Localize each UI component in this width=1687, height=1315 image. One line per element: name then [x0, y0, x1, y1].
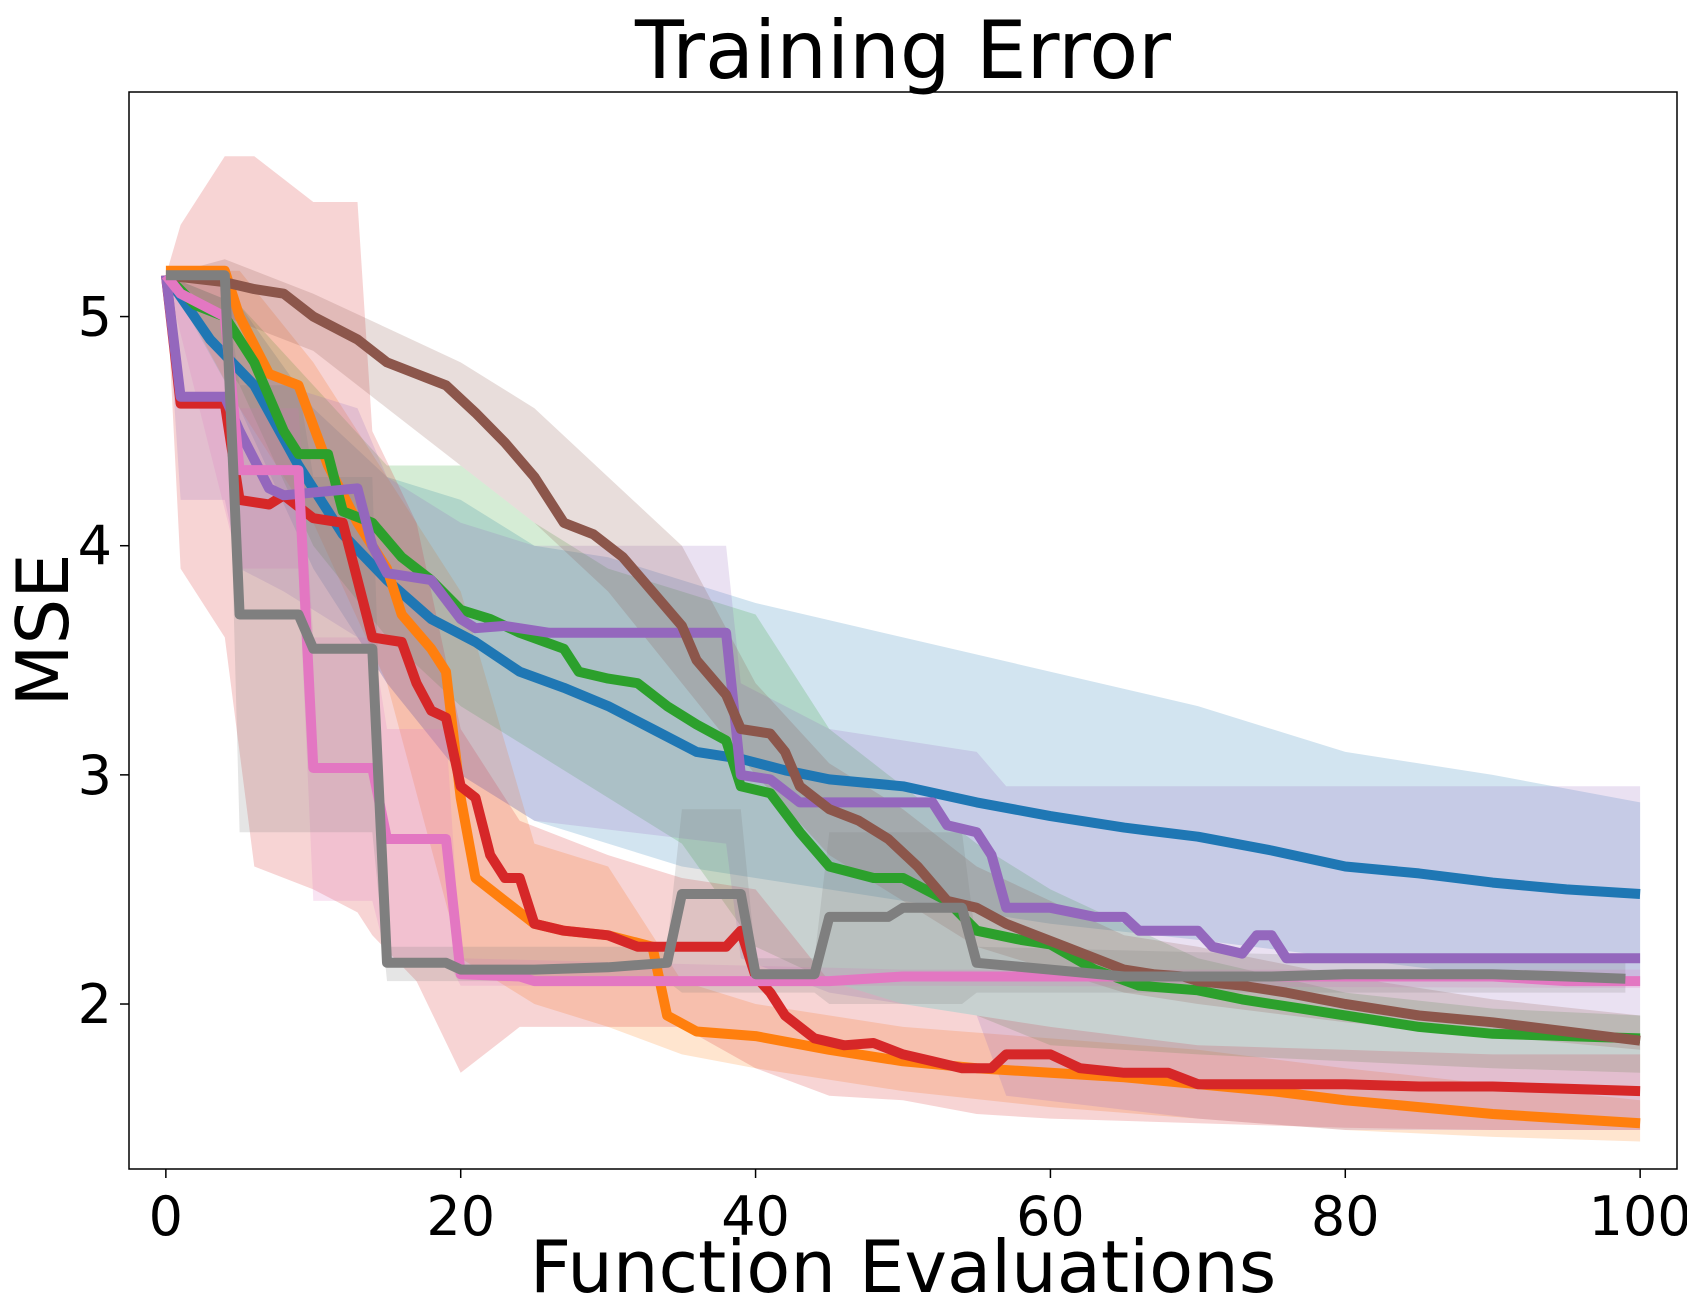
series-1-band [165, 275, 1641, 986]
series-4-line [160, 274, 1641, 1097]
y-tick-label: 2 [78, 973, 112, 1036]
series-lines [160, 265, 1641, 1129]
series-4-band [165, 156, 1641, 1130]
chart-title: Training Error [634, 4, 1171, 97]
y-tick-label: 5 [78, 286, 112, 349]
x-axis-ticks: 0 20 40 60 80 100 [149, 1169, 1687, 1248]
axes-frame [128, 91, 1678, 1170]
x-tick-label: 0 [149, 1185, 183, 1248]
y-axis-ticks: 2 3 4 5 [78, 286, 129, 1036]
series-6-band [165, 259, 1641, 1050]
y-axis-label: MSE [1, 553, 85, 706]
series-8-line [165, 270, 1626, 984]
x-tick-label: 40 [721, 1185, 790, 1248]
series-5-band [165, 270, 1641, 1130]
x-tick-label: 100 [1589, 1185, 1687, 1248]
plot-area: 0 20 40 60 80 100 2 3 4 5 [78, 91, 1687, 1248]
series-5-line [160, 274, 1641, 964]
x-tick-label: 80 [1311, 1185, 1380, 1248]
series-8-band [165, 275, 1626, 1004]
y-tick-label: 3 [78, 744, 112, 807]
x-tick-label: 60 [1016, 1185, 1085, 1248]
x-tick-label: 20 [426, 1185, 495, 1248]
y-tick-label: 4 [78, 515, 112, 578]
x-axis-label: Function Evaluations [530, 1225, 1277, 1309]
